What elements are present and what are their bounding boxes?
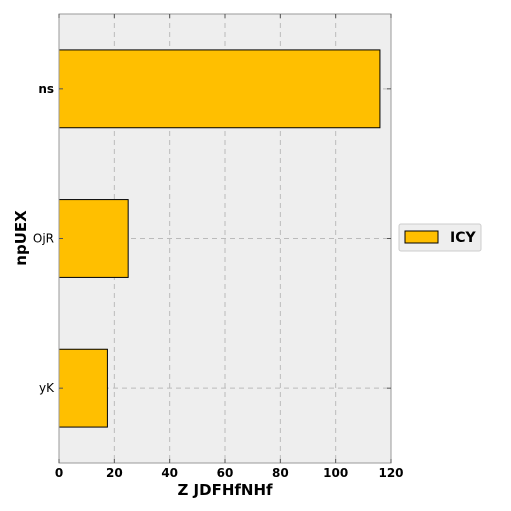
legend: ICY [399, 224, 481, 251]
bar-OjR [59, 200, 128, 278]
y-axis-title: npUEX [12, 210, 30, 266]
bar-ns [59, 50, 380, 128]
x-tick-label: 40 [161, 466, 178, 480]
x-axis-title: Z JDFHfNHf [177, 481, 273, 499]
y-tick-label: yK [39, 381, 55, 395]
x-tick-label: 0 [55, 466, 63, 480]
x-tick-label: 80 [272, 466, 289, 480]
x-tick-label: 20 [106, 466, 123, 480]
legend-swatch [405, 231, 438, 243]
x-tick-label: 120 [378, 466, 403, 480]
y-tick-label: OjR [33, 232, 54, 246]
x-tick-label: 100 [323, 466, 348, 480]
x-tick-label: 60 [217, 466, 234, 480]
legend-label: ICY [450, 230, 476, 246]
y-tick-label: ns [38, 82, 54, 96]
bar-yK [59, 349, 107, 427]
